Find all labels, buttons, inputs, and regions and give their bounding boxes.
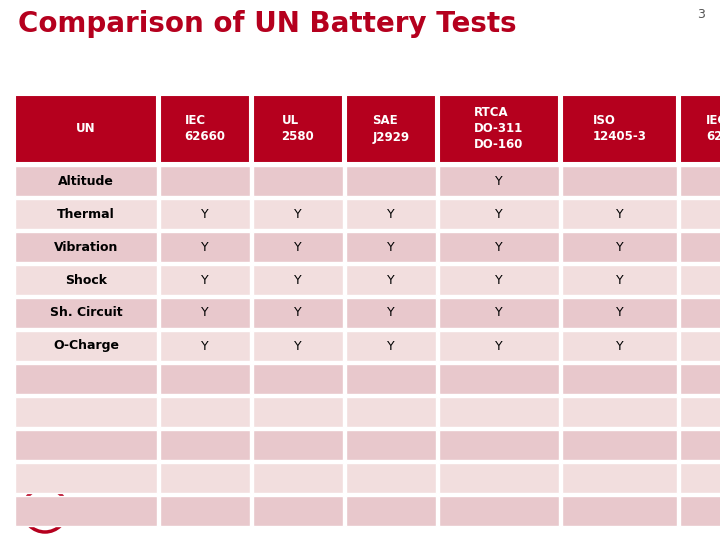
Text: Y: Y: [495, 307, 503, 320]
Text: Comparison of UN Battery Tests: Comparison of UN Battery Tests: [18, 10, 517, 38]
Text: Y: Y: [387, 340, 395, 353]
Text: RTCA
DO-311
DO-160: RTCA DO-311 DO-160: [474, 106, 523, 152]
Text: Sh. Circuit: Sh. Circuit: [50, 307, 122, 320]
Text: Y: Y: [616, 307, 624, 320]
Text: Thermal: Thermal: [57, 207, 115, 220]
Text: Vibration: Vibration: [54, 240, 118, 253]
Text: Y: Y: [294, 207, 302, 220]
Text: Y: Y: [387, 240, 395, 253]
Text: 3: 3: [697, 8, 705, 21]
Text: Y: Y: [294, 273, 302, 287]
Text: UL: UL: [36, 503, 54, 516]
Text: IEC
62660: IEC 62660: [184, 114, 225, 144]
Text: Y: Y: [616, 240, 624, 253]
Text: Y: Y: [616, 207, 624, 220]
Text: IEC
62619: IEC 62619: [706, 114, 720, 144]
Text: Y: Y: [201, 307, 209, 320]
Text: Y: Y: [387, 307, 395, 320]
Text: Shock: Shock: [65, 273, 107, 287]
Text: UL
2580: UL 2580: [282, 114, 315, 144]
Text: O-Charge: O-Charge: [53, 340, 119, 353]
Text: Y: Y: [294, 340, 302, 353]
Text: Y: Y: [495, 340, 503, 353]
Text: Y: Y: [387, 207, 395, 220]
Text: Y: Y: [294, 307, 302, 320]
Text: Y: Y: [201, 340, 209, 353]
Text: Y: Y: [495, 207, 503, 220]
Text: Y: Y: [201, 273, 209, 287]
Text: UN: UN: [76, 123, 96, 136]
Text: Y: Y: [201, 207, 209, 220]
Text: Altitude: Altitude: [58, 174, 114, 187]
Text: SAE
J2929: SAE J2929: [372, 114, 410, 144]
Text: Y: Y: [616, 340, 624, 353]
Text: Y: Y: [201, 240, 209, 253]
Text: Y: Y: [387, 273, 395, 287]
Circle shape: [23, 488, 67, 532]
Text: Y: Y: [616, 273, 624, 287]
Text: Y: Y: [495, 273, 503, 287]
Text: Y: Y: [294, 240, 302, 253]
Text: Y: Y: [495, 240, 503, 253]
Text: ISO
12405-3: ISO 12405-3: [593, 114, 647, 144]
Text: Y: Y: [495, 174, 503, 187]
